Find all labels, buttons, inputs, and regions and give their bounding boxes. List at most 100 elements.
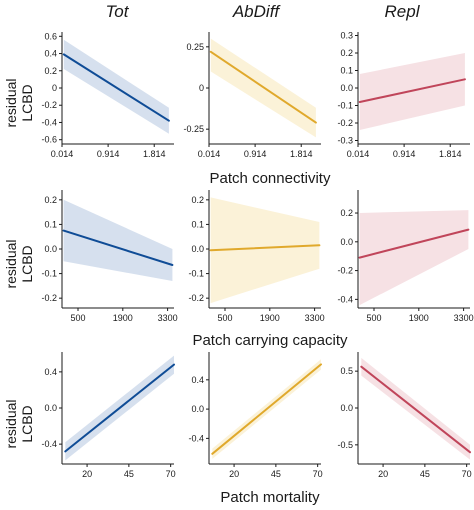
y-tick-label: 0.2 [340, 208, 353, 218]
x-tick-label: 0.014 [51, 149, 74, 159]
y-tick-label: 0.4 [44, 367, 57, 377]
y-tick-label: -0.1 [188, 269, 204, 279]
x-tick-label: 0.914 [97, 149, 120, 159]
y-tick-label: -0.2 [337, 118, 353, 128]
x-tick-label: 1900 [113, 313, 133, 323]
x-tick-label: 500 [70, 313, 85, 323]
y-axis-title-line-1: residual [3, 239, 19, 288]
y-tick-label: -0.2 [188, 293, 204, 303]
y-tick-label: 0.4 [44, 49, 57, 59]
y-tick-label: -0.1 [41, 269, 57, 279]
x-tick-label: 1900 [260, 313, 280, 323]
fit-line [211, 363, 322, 455]
y-tick-label: 0.1 [44, 219, 57, 229]
panel-patch-mortality-tot: 0.4 0.0 -0.4 20 45 70 [41, 352, 176, 479]
panel-patch-carrying-capacity-repl: 0.2 0.0 -0.2 -0.4 500 1900 3300 [337, 190, 474, 323]
x-tick-label: 70 [313, 469, 323, 479]
x-tick-label: 500 [366, 313, 381, 323]
y-tick-label: 0.0 [340, 403, 353, 413]
x-tick-label: 3300 [305, 313, 325, 323]
x-tick-label: 3300 [158, 313, 178, 323]
y-tick-label: 0.0 [44, 403, 57, 413]
panel-patch-connectivity-abdiff: 0.25 0 -0.25 0.014 0.914 1.814 [183, 32, 321, 159]
x-tick-label: 1900 [409, 313, 429, 323]
y-tick-label: -0.2 [337, 266, 353, 276]
x-tick-label: 20 [82, 469, 92, 479]
x-tick-label: 500 [217, 313, 232, 323]
y-tick-label: -0.2 [41, 100, 57, 110]
y-tick-label: -0.5 [337, 440, 353, 450]
y-axis-title-line-2: LCBD [19, 245, 35, 282]
y-tick-label: 0.0 [191, 244, 204, 254]
fit-line [358, 228, 470, 259]
y-tick-label: 0.0 [191, 404, 204, 414]
panel-patch-carrying-capacity-tot: 0.2 0.1 0.0 -0.1 -0.2 500 1900 3300 [41, 190, 178, 323]
x-tick-label: 45 [124, 469, 134, 479]
x-tick-label: 0.914 [393, 149, 416, 159]
y-tick-label: -0.4 [41, 117, 57, 127]
x-tick-label: 45 [271, 469, 281, 479]
x-tick-label: 1.814 [439, 149, 462, 159]
confidence-band [359, 210, 469, 306]
x-tick-label: 0.914 [244, 149, 267, 159]
confidence-band [63, 199, 173, 281]
y-tick-label: 0.6 [44, 31, 57, 41]
y-axis-title-row-1: residual LCBD [3, 78, 35, 127]
y-axis-title-line-2: LCBD [19, 405, 35, 442]
fit-line [64, 363, 175, 453]
x-tick-label: 20 [378, 469, 388, 479]
x-tick-label: 0.014 [198, 149, 221, 159]
x-tick-label: 0.014 [347, 149, 370, 159]
column-title-tot: Tot [105, 2, 129, 21]
y-tick-label: 0 [199, 83, 204, 93]
y-tick-label: -0.4 [41, 439, 57, 449]
y-tick-label: 0.3 [340, 31, 353, 41]
y-axis-title-line-1: residual [3, 399, 19, 448]
row-title-mortality: Patch mortality [220, 489, 320, 506]
row-title-carrying-capacity: Patch carrying capacity [192, 332, 348, 349]
panel-patch-carrying-capacity-abdiff: 0.2 0.1 0.0 -0.1 -0.2 500 1900 3300 [188, 190, 325, 323]
y-tick-label: 0.0 [340, 237, 353, 247]
y-tick-label: -0.4 [337, 294, 353, 304]
y-axis-title-line-1: residual [3, 78, 19, 127]
y-tick-label: 0.25 [186, 42, 204, 52]
y-axis-title-row-3: residual LCBD [3, 399, 35, 448]
panel-patch-connectivity-repl: 0.3 0.2 0.1 0.0 -0.1 -0.2 -0.3 0.014 0.914 1.814 [337, 31, 470, 159]
y-tick-label: -0.4 [188, 433, 204, 443]
y-tick-label: -0.2 [41, 293, 57, 303]
column-title-repl: Repl [385, 2, 421, 21]
x-tick-label: 1.814 [290, 149, 313, 159]
panel-patch-mortality-repl: 0.5 0.0 -0.5 20 45 70 [337, 352, 472, 479]
y-tick-label: 0.0 [340, 83, 353, 93]
confidence-band [210, 197, 320, 304]
y-tick-label: 0.1 [340, 66, 353, 76]
y-axis-title-line-2: LCBD [19, 84, 35, 121]
y-tick-label: -0.6 [41, 135, 57, 145]
x-tick-label: 1.814 [143, 149, 166, 159]
x-tick-label: 70 [166, 469, 176, 479]
y-tick-label: 0.4 [191, 375, 204, 385]
panel-patch-mortality-abdiff: 0.4 0.0 -0.4 20 45 70 [188, 352, 323, 479]
y-tick-label: 0.5 [340, 366, 353, 376]
fit-line [209, 244, 321, 252]
x-tick-label: 3300 [454, 313, 474, 323]
x-tick-label: 20 [229, 469, 239, 479]
fit-line [360, 365, 471, 454]
fit-line [62, 53, 170, 122]
column-title-abdiff: AbDiff [232, 2, 282, 21]
row-title-connectivity: Patch connectivity [210, 170, 331, 187]
y-tick-label: 0.2 [191, 195, 204, 205]
chart-panels: 0.60.40.20-0.2-0.4-0.60.014 0.914 1.8140.2… [41, 31, 473, 480]
y-axis-title-row-2: residual LCBD [3, 239, 35, 288]
y-tick-label: 0.2 [44, 66, 57, 76]
fit-line [62, 229, 174, 266]
y-tick-label: 0.1 [191, 219, 204, 229]
x-tick-label: 45 [420, 469, 430, 479]
panel-patch-connectivity-tot: 0.6 0.4 0.2 0 -0.2 -0.4 -0.6 0.014 0.914 1.814 [41, 31, 174, 159]
y-tick-label: -0.1 [337, 101, 353, 111]
x-tick-label: 70 [462, 469, 472, 479]
y-tick-label: -0.25 [183, 124, 204, 134]
y-tick-label: -0.3 [337, 136, 353, 146]
y-tick-label: 0.2 [340, 48, 353, 58]
